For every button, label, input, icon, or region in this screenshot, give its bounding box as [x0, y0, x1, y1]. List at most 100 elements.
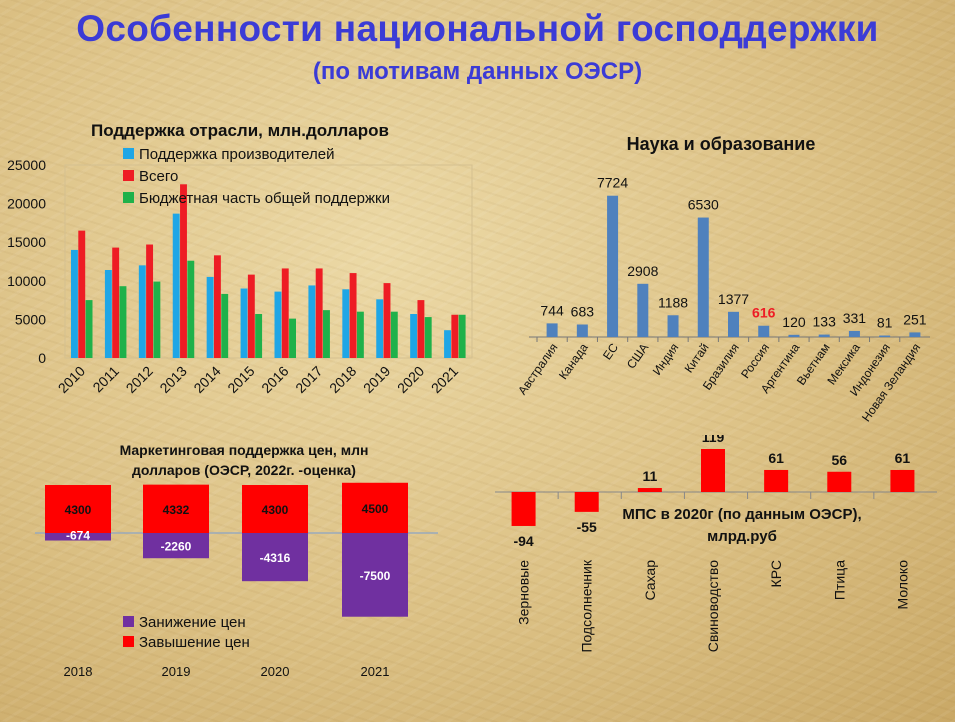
x-tick-label: 2020 — [261, 664, 290, 679]
bar — [576, 324, 588, 337]
x-tick-label: Молоко — [894, 560, 910, 610]
data-label: 6530 — [688, 197, 719, 213]
bar-total — [349, 273, 357, 358]
legend-label: Занижение цен — [139, 614, 246, 631]
chart-title-line2: долларов (ОЭСР, 2022г. -оценка) — [132, 462, 356, 478]
data-label: 331 — [843, 310, 867, 326]
bar-budget — [85, 300, 93, 358]
bar-total — [281, 268, 289, 358]
bar — [728, 311, 739, 337]
data-label: 683 — [571, 304, 595, 320]
data-label: -94 — [513, 533, 533, 549]
data-label: 744 — [540, 302, 564, 318]
data-label: 616 — [752, 305, 776, 321]
bar-budget — [153, 281, 161, 358]
chart-title: Поддержка отрасли, млн.долларов — [91, 121, 389, 140]
x-tick-label: 2018 — [326, 363, 359, 396]
chart-title-line1: Маркетинговая поддержка цен, млн — [120, 442, 369, 458]
data-label: 56 — [831, 452, 847, 468]
x-tick-label: Птица — [831, 560, 847, 600]
bar — [511, 492, 536, 526]
legend-swatch — [123, 616, 134, 627]
data-label-underprice: -2260 — [161, 540, 192, 554]
bar-budget — [323, 310, 330, 358]
x-tick-label: Свиноводство — [705, 560, 721, 653]
y-tick-label: 20000 — [7, 196, 46, 212]
bar-underprice — [242, 533, 308, 582]
bar-budget — [356, 311, 364, 358]
bar-producer — [376, 299, 384, 358]
page-title: Особенности национальной господдержки — [76, 8, 879, 49]
bar-underprice — [45, 533, 111, 541]
bar — [546, 323, 558, 337]
bar-budget — [390, 311, 398, 358]
x-tick-label: 2020 — [394, 363, 427, 396]
bar — [818, 334, 830, 337]
x-tick-label: 2012 — [123, 363, 156, 396]
bar — [697, 217, 709, 337]
x-tick-label: 2021 — [428, 363, 461, 396]
bar-producer — [342, 289, 350, 358]
data-label: 251 — [903, 311, 927, 327]
page-subtitle: (по мотивам данных ОЭСР) — [312, 58, 643, 85]
bar-total — [383, 283, 391, 358]
bar-budget — [221, 293, 229, 358]
bar-overprice — [143, 484, 209, 533]
bar-overprice — [342, 482, 408, 533]
data-label-overprice: 4300 — [262, 503, 289, 517]
data-label: 81 — [877, 315, 893, 331]
legend-swatch — [123, 148, 134, 159]
x-tick-label: 2014 — [190, 363, 223, 396]
bar-overprice — [45, 485, 111, 533]
x-tick-label: КРС — [768, 560, 784, 587]
bar-total — [451, 314, 459, 358]
bar — [827, 471, 852, 492]
data-label: 1377 — [718, 291, 749, 307]
bar — [909, 332, 921, 337]
bar-producer — [206, 276, 214, 358]
x-tick-label: 2015 — [224, 363, 257, 396]
marketing-price-support-chart: Маркетинговая поддержка цен, млн долларов… — [35, 442, 438, 679]
legend-label: Всего — [139, 168, 178, 185]
mps-2020-chart: -94 Зерновые -55 Подсолнечник 11 Сахар 119 Свин… — [495, 435, 937, 653]
data-label: 119 — [702, 435, 725, 445]
x-tick-label: 2017 — [292, 363, 325, 396]
bar — [574, 492, 599, 512]
bar-producer — [444, 330, 451, 358]
data-label-overprice: 4300 — [65, 503, 92, 517]
bar — [607, 195, 619, 337]
bar-budget — [458, 314, 466, 358]
bar-producer — [104, 269, 112, 358]
x-tick-label: Канада — [556, 340, 591, 382]
bar-producer — [172, 213, 180, 358]
bar — [890, 469, 915, 492]
bar-total — [112, 247, 120, 358]
y-tick-label: 15000 — [7, 234, 46, 250]
bar-total — [213, 255, 221, 358]
data-label: 7724 — [597, 175, 628, 191]
x-tick-label: Китай — [682, 341, 712, 376]
y-tick-label: 25000 — [7, 157, 46, 173]
data-label: 61 — [895, 450, 911, 466]
data-label: 11 — [642, 468, 657, 484]
x-tick-label: США — [624, 341, 651, 372]
x-tick-label: 2010 — [55, 363, 88, 396]
bar-producer — [274, 291, 282, 358]
x-tick-label: 2019 — [360, 363, 393, 396]
bar-total — [180, 184, 187, 358]
legend-label: Завышение цен — [139, 634, 250, 651]
bar-total — [146, 244, 154, 358]
bar-producer — [240, 288, 248, 358]
x-tick-label: Подсолнечник — [579, 559, 595, 652]
legend-swatch — [123, 192, 134, 203]
x-tick-label: 2018 — [64, 664, 93, 679]
industry-support-chart: Поддержка отрасли, млн.долларов 0 5000 1000… — [7, 121, 473, 396]
x-tick-label: 2016 — [258, 363, 291, 396]
bar-budget — [187, 260, 195, 358]
x-tick-label: Зерновые — [516, 560, 532, 625]
science-education-chart: Наука и образование 744 Австралия 683 Канада… — [515, 134, 930, 424]
bar — [667, 315, 679, 337]
bar-budget — [119, 286, 127, 358]
bar-total — [78, 230, 86, 358]
bar — [637, 488, 662, 492]
